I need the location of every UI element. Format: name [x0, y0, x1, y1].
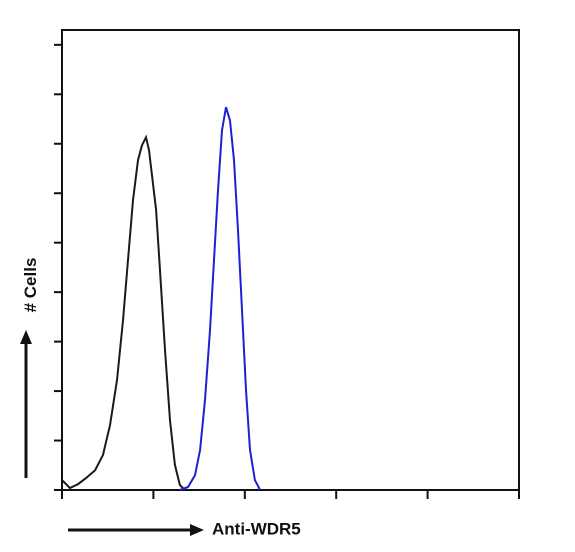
- y-arrow-head: [20, 330, 32, 344]
- plot-frame: [61, 29, 520, 491]
- y-axis-label: # Cells: [21, 258, 40, 313]
- histogram-line: [61, 134, 186, 491]
- x-axis-label: Anti-WDR5: [212, 519, 301, 538]
- x-arrow-head: [190, 524, 204, 536]
- histogram-line: [179, 106, 261, 491]
